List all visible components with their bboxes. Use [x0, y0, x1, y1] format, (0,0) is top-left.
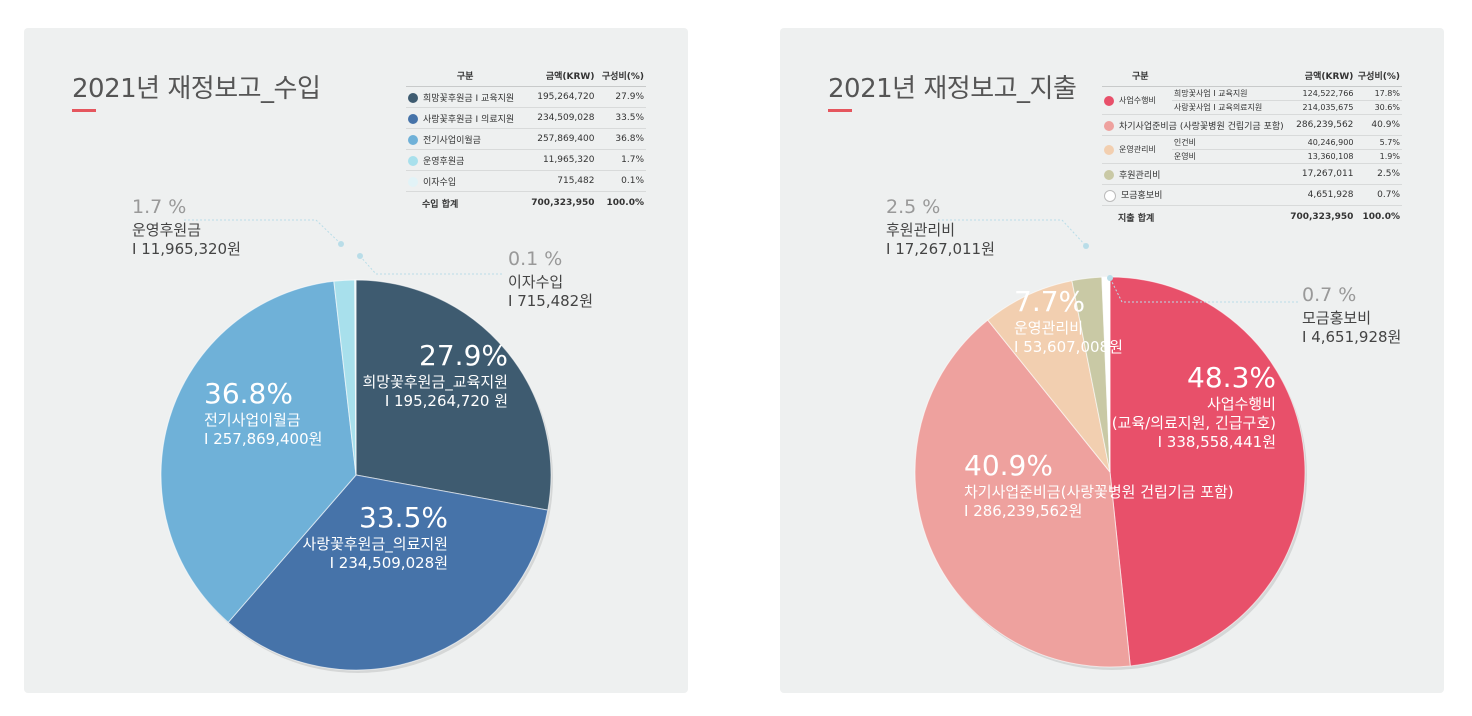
income-slice-0 [355, 279, 552, 511]
income-label-hope: 27.9% 희망꽃후원금_교육지원 I 195,264,720 원 [362, 339, 508, 411]
expense-th-pct: 구성비(%) [1355, 68, 1402, 87]
expense-leader-donor-mgmt [938, 219, 1087, 247]
expense-th-category: 구분 [1102, 68, 1288, 87]
expense-table-total: 지출 합계 700,323,950 100.0% [1118, 212, 1400, 224]
expense-leader-fundraising [1109, 277, 1298, 303]
expense-table-row: 후원관리비 17,267,011 2.5% [1102, 163, 1402, 185]
expense-table-row: 모금홍보비 4,651,928 0.7% [1102, 184, 1402, 206]
expense-label-operating: 7.7% 운영관리비 I 53,607,008원 [1014, 285, 1123, 357]
expense-label-donor-mgmt: 2.5 % 후원관리비 I 17,267,011원 [886, 196, 995, 259]
expense-label-project: 48.3% 사업수행비 (교육/의료지원, 긴급구호) I 338,558,44… [1111, 361, 1276, 452]
legend-dot-icon [1104, 121, 1114, 131]
expense-label-reserve: 40.9% 차기사업준비금(사랑꽃병원 건립기금 포함) I 286,239,5… [964, 449, 1234, 521]
income-table-total: 수입 합계 700,323,950 100.0% [422, 198, 644, 210]
expense-table-row: 운영비 13,360,108 1.9% [1102, 149, 1402, 164]
income-th-pct: 구성비(%) [596, 68, 646, 87]
legend-dot-icon [1104, 170, 1114, 180]
income-table-row: 운영후원금 11,965,320 1.7% [406, 149, 646, 171]
income-table-row: 희망꽃후원금 I 교육지원 195,264,720 27.9% [406, 86, 646, 108]
expense-leader-donor-mgmt-dot [1083, 243, 1089, 249]
expense-slice-2 [987, 280, 1111, 473]
expense-label-fundraising: 0.7 % 모금홍보비 I 4,651,928원 [1302, 284, 1402, 347]
expense-th-amount: 금액(KRW) [1287, 68, 1356, 87]
income-leader-interest-dot [357, 253, 363, 259]
legend-dot-icon [408, 114, 418, 124]
legend-dot-icon [408, 135, 418, 145]
legend-dot-icon [408, 93, 418, 103]
income-label-carryover: 36.8% 전기사업이월금 I 257,869,400원 [204, 377, 323, 449]
legend-dot-icon [408, 156, 418, 166]
income-leader-operating [184, 219, 342, 245]
income-table-row: 전기사업이월금 257,869,400 36.8% [406, 128, 646, 150]
expense-slice-0 [1109, 276, 1306, 667]
income-th-amount: 금액(KRW) [524, 68, 597, 87]
income-slice-2 [160, 280, 357, 624]
expense-title: 2021년 재정보고_지출 [828, 74, 1077, 104]
income-label-love: 33.5% 사랑꽃후원금_의료지원 I 234,509,028원 [302, 501, 448, 573]
expense-table-row: 차기사업준비금 (사랑꽃병원 건립기금 포함) 286,239,562 40.9% [1102, 114, 1402, 136]
income-leader-operating-dot [338, 241, 344, 247]
income-th-category: 구분 [406, 68, 525, 87]
income-label-interest: 0.1 % 이자수입 I 715,482원 [508, 248, 594, 311]
expense-leader-fundraising-dot [1107, 275, 1113, 281]
legend-dot-icon [1104, 95, 1114, 106]
income-table-row: 사랑꽃후원금 I 의료지원 234,509,028 33.5% [406, 107, 646, 129]
income-slice-1 [227, 474, 549, 671]
expense-table-row: 운영관리비 인건비 40,246,900 5.7% [1102, 135, 1402, 164]
legend-dot-icon [1104, 144, 1114, 155]
income-panel: 2021년 재정보고_수입 구분 금액(KRW) 구성비(%) 희망꽃후원금 I… [24, 28, 688, 693]
income-table-row: 이자수입 715,482 0.1% [406, 170, 646, 192]
legend-dot-icon [408, 177, 418, 187]
expense-panel: 2021년 재정보고_지출 구분 금액(KRW) 구성비(%) 사업수행비 희망꽃… [780, 28, 1444, 693]
income-slice-4 [354, 279, 357, 476]
expense-slice-1 [914, 319, 1131, 668]
expense-pie-chart [914, 219, 1307, 670]
income-pie-chart [160, 219, 553, 673]
income-leader-interest [359, 255, 502, 275]
income-label-operating: 1.7 % 운영후원금 I 11,965,320원 [132, 196, 241, 259]
expense-title-accent [828, 109, 852, 112]
income-table: 구분 금액(KRW) 구성비(%) 희망꽃후원금 I 교육지원 195,264,7… [406, 68, 646, 214]
legend-dot-icon [1104, 189, 1116, 202]
expense-table-row: 사랑꽃사업 I 교육의료지원 214,035,675 30.6% [1102, 100, 1402, 115]
expense-table: 구분 금액(KRW) 구성비(%) 사업수행비 희망꽃사업 I 교육지원 124,5… [1102, 68, 1402, 228]
income-title-accent [72, 109, 96, 112]
income-title: 2021년 재정보고_수입 [72, 74, 321, 104]
expense-table-row: 사업수행비 희망꽃사업 I 교육지원 124,522,766 17.8% [1102, 86, 1402, 115]
